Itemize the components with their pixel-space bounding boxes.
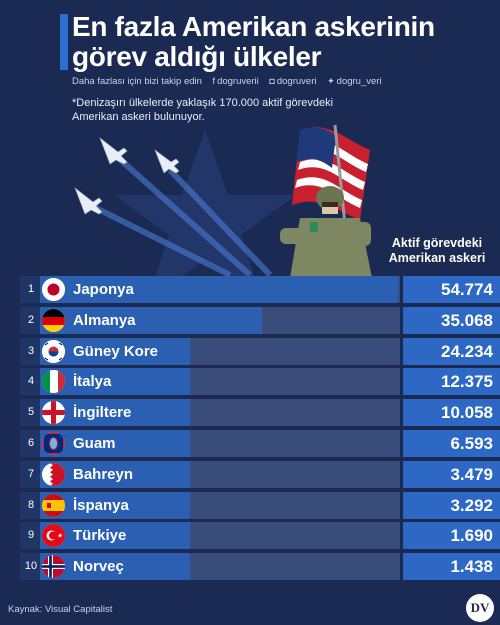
rank-box: [20, 399, 40, 427]
norway-flag-icon: [42, 555, 65, 579]
title-line-1: En fazla Amerikan askerinin: [72, 11, 435, 42]
value-box: 6.593: [403, 430, 500, 457]
facebook-icon: f: [212, 76, 216, 86]
chart-row: 4 İtalya 12.375: [20, 368, 500, 396]
twitter-icon: ✦: [327, 76, 335, 86]
japan-flag-icon: [42, 278, 65, 301]
value-label: 1.438: [450, 557, 493, 577]
soldier-icon: [280, 186, 372, 278]
rank-box: [20, 276, 40, 303]
italy-flag-icon: [42, 370, 65, 394]
value-label: 12.375: [441, 372, 493, 392]
value-label: 3.292: [450, 495, 493, 515]
country-label: İngiltere: [73, 404, 132, 422]
value-label: 3.479: [450, 464, 493, 484]
country-label: Japonya: [73, 281, 134, 298]
rank-label: 8: [27, 498, 35, 511]
footnote: *Denizaşırı ülkelerde yaklaşık 170.000 a…: [72, 97, 334, 123]
value-box: 35.068: [403, 306, 500, 334]
value-box: 54.774: [403, 276, 500, 303]
value-box: 24.234: [403, 337, 500, 365]
chart-row: 2 Almanya 35.068: [20, 306, 500, 334]
value-box: 1.690: [403, 522, 500, 550]
rank-label: 2: [27, 313, 35, 326]
rank-box: [20, 368, 40, 396]
page-title: En fazla Amerikan askerinin görev aldığı…: [72, 12, 435, 72]
country-label: Bahreyn: [73, 465, 134, 483]
facebook-handle[interactable]: f dogruverii: [212, 76, 259, 87]
country-label: İtalya: [73, 373, 112, 391]
value-label: 54.774: [441, 280, 493, 299]
rank-label: 4: [27, 375, 35, 388]
soldier-jets-illustration: [74, 124, 372, 280]
rank-label: 9: [27, 529, 35, 542]
chart-row: 3 Güney Kore 24.234: [20, 337, 500, 365]
rank-box: [20, 430, 40, 457]
value-label: 10.058: [441, 403, 493, 423]
value-box: 10.058: [403, 399, 500, 427]
jet-trails: [88, 152, 273, 278]
twitter-handle[interactable]: ✦ dogru_veri: [327, 76, 382, 87]
rank-label: 5: [27, 406, 35, 419]
rank-label: 3: [27, 344, 35, 357]
follow-text: Daha fazlası için bizi takip edin: [72, 76, 202, 87]
rank-box: [20, 491, 40, 519]
spain-flag-icon: [42, 493, 65, 517]
bahrain-flag-icon: [42, 462, 65, 486]
rank-label: 6: [27, 437, 35, 449]
chart-row: 1 Japonya 54.774: [20, 276, 500, 303]
country-label: Guam: [73, 435, 116, 452]
value-label: 35.068: [441, 310, 493, 330]
bar-chart: 1 Japonya 54.774 2 Almanya 35.068 3 Güney Kore 2…: [0, 274, 500, 594]
value-label: 1.690: [450, 526, 493, 546]
chart-row: 5 İngiltere 10.058: [20, 399, 500, 427]
south-korea-flag-icon: [42, 339, 65, 363]
rank-box: [20, 306, 40, 334]
value-column-header: Aktif görevdeki Amerikan askeri: [388, 236, 486, 265]
rank-label: 10: [24, 560, 38, 573]
rank-label: 7: [27, 467, 35, 480]
rank-box: [20, 460, 40, 488]
title-accent-bar: [60, 14, 68, 70]
bar-1: [20, 276, 398, 303]
rank-label: 1: [27, 283, 35, 295]
country-label: Norveç: [73, 558, 124, 576]
country-label: Türkiye: [73, 527, 127, 545]
guam-flag-icon: [42, 432, 65, 455]
chart-row: 9 Türkiye 1.690: [20, 522, 500, 550]
source-note: Kaynak: Visual Capitalist: [8, 604, 113, 615]
jet-icon: [74, 137, 180, 215]
rank-box: [20, 337, 40, 365]
value-label: 6.593: [450, 434, 493, 453]
country-label: İspanya: [73, 496, 129, 514]
chart-row: 10 Norveç 1.438: [20, 553, 500, 581]
rank-box: [20, 522, 40, 550]
country-label: Almanya: [73, 311, 136, 329]
instagram-handle[interactable]: ◘ dogruveri: [269, 76, 317, 87]
value-box: 3.479: [403, 460, 500, 488]
chart-row: 7 Bahreyn 3.479: [20, 460, 500, 488]
rank-box: [20, 553, 40, 581]
value-box: 12.375: [403, 368, 500, 396]
value-box: 3.292: [403, 491, 500, 519]
country-label: Güney Kore: [73, 342, 159, 360]
chart-row: 6 Guam 6.593: [20, 430, 500, 457]
brand-logo: DV: [466, 594, 494, 622]
value-box: 1.438: [403, 553, 500, 581]
us-flag-icon: [292, 124, 370, 276]
instagram-icon: ◘: [269, 76, 275, 86]
value-label: 24.234: [441, 341, 493, 361]
title-line-2: görev aldığı ülkeler: [72, 41, 322, 72]
england-flag-icon: [42, 401, 65, 425]
chart-row: 8 İspanya 3.292: [20, 491, 500, 519]
follow-line: Daha fazlası için bizi takip edin f dogru…: [72, 76, 382, 87]
turkey-flag-icon: [42, 524, 65, 548]
germany-flag-icon: [42, 308, 65, 332]
